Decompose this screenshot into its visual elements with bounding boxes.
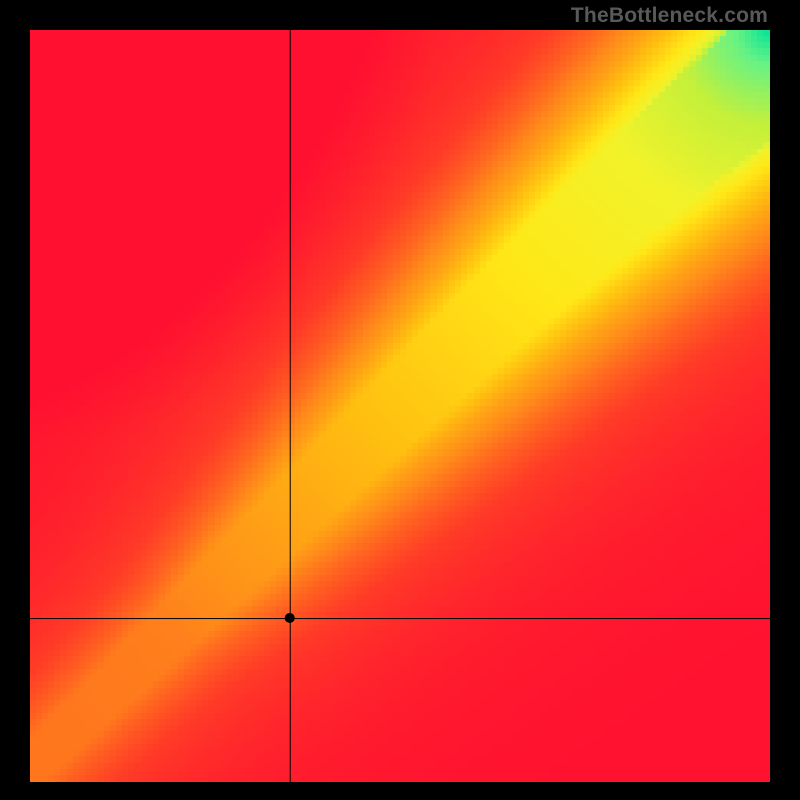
heatmap-plot	[30, 30, 770, 782]
heatmap-canvas	[30, 30, 770, 782]
watermark-text: TheBottleneck.com	[571, 4, 768, 28]
